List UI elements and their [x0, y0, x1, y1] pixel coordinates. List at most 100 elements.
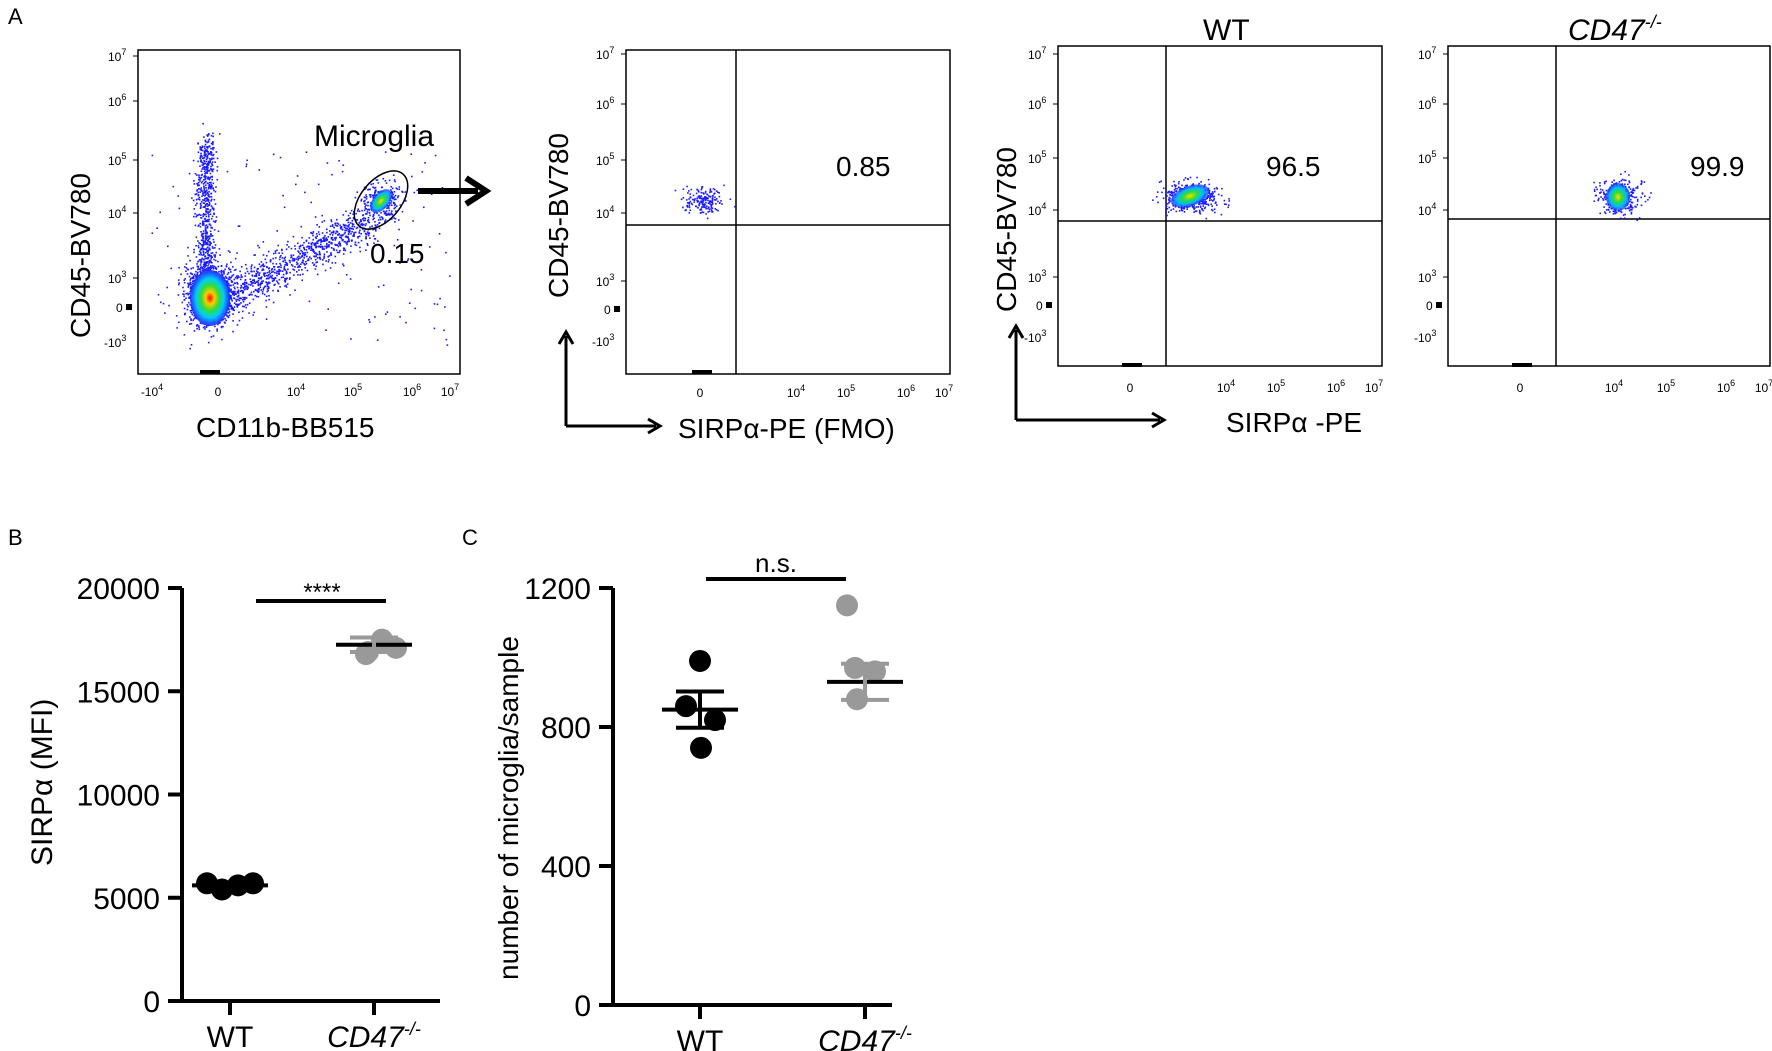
event-dot	[203, 202, 206, 204]
event-dot	[182, 286, 184, 289]
event-dot	[208, 178, 211, 181]
event-dot	[1626, 207, 1629, 210]
event-dot	[258, 290, 260, 292]
event-dot	[374, 224, 377, 226]
event-dot	[202, 270, 204, 272]
event-dot	[212, 135, 214, 138]
event-dot	[1632, 189, 1635, 192]
event-dot	[335, 232, 337, 235]
event-dot	[1209, 193, 1211, 195]
event-dot	[298, 269, 300, 271]
event-dot	[206, 134, 208, 136]
event-dot	[1172, 191, 1175, 194]
event-dot	[704, 199, 707, 202]
event-dot	[234, 282, 237, 285]
event-dot	[272, 289, 274, 292]
event-dot	[358, 231, 361, 233]
event-dot	[266, 283, 268, 286]
event-dot	[713, 193, 715, 195]
event-dot	[1220, 213, 1223, 216]
event-dot	[183, 334, 186, 336]
event-dot	[232, 274, 235, 276]
event-dot	[232, 309, 234, 311]
event-dot	[198, 259, 201, 261]
event-dot	[1630, 206, 1632, 209]
event-dot	[384, 212, 386, 215]
event-dot	[205, 158, 208, 160]
event-dot	[318, 245, 321, 247]
event-dot	[1173, 184, 1176, 186]
event-dot	[205, 224, 208, 226]
event-dot	[283, 206, 286, 209]
event-dot	[315, 242, 318, 244]
event-dot	[344, 236, 347, 238]
event-dot	[1221, 187, 1223, 190]
event-dot	[199, 155, 202, 157]
event-dot	[172, 185, 175, 188]
event-dot	[202, 162, 204, 165]
event-dot	[194, 275, 197, 277]
event-dot	[274, 277, 277, 279]
event-dot	[180, 273, 182, 276]
event-dot	[348, 223, 350, 226]
event-dot	[700, 195, 703, 197]
event-dot	[215, 151, 218, 153]
event-dot	[1629, 195, 1632, 197]
event-dot	[351, 222, 353, 225]
event-dot	[202, 237, 204, 239]
event-dot	[199, 222, 201, 225]
event-dot	[210, 217, 213, 220]
event-dot	[394, 203, 397, 206]
event-dot	[201, 173, 203, 176]
event-dot	[1156, 191, 1159, 193]
event-dot	[342, 223, 345, 226]
event-dot	[330, 219, 332, 221]
event-dot	[298, 245, 301, 248]
event-dot	[293, 259, 296, 262]
event-dot	[306, 251, 308, 254]
event-dot	[251, 281, 253, 284]
event-dot	[349, 217, 351, 219]
event-dot	[307, 245, 309, 248]
x-ticks: 0 104 105 106 107	[697, 383, 954, 400]
event-dot	[214, 267, 217, 269]
event-dot	[203, 213, 205, 215]
event-dot	[201, 180, 204, 183]
event-dot	[193, 330, 196, 332]
event-dot	[1195, 206, 1198, 208]
event-dot	[1203, 202, 1206, 205]
event-dot	[363, 200, 365, 203]
event-dot	[289, 294, 291, 296]
event-dot	[208, 263, 210, 265]
event-dot	[1635, 206, 1637, 208]
event-dot	[384, 219, 387, 221]
event-dot	[390, 212, 393, 214]
event-dot	[356, 210, 359, 212]
event-dot	[1636, 219, 1638, 222]
event-dot	[199, 322, 202, 324]
event-dot	[207, 265, 209, 267]
event-dot	[350, 227, 353, 230]
event-dot	[184, 278, 186, 280]
event-dot	[257, 284, 260, 287]
event-dot	[254, 282, 256, 285]
event-dot	[327, 255, 329, 258]
event-dot	[206, 225, 209, 228]
event-dot	[200, 254, 202, 256]
event-dot	[315, 253, 318, 256]
event-dot	[1640, 180, 1643, 182]
event-dot	[373, 187, 376, 189]
event-dot	[216, 178, 219, 181]
event-dot	[226, 273, 229, 276]
event-dot	[246, 159, 248, 162]
event-dot	[207, 134, 210, 136]
event-dot	[237, 295, 239, 298]
event-dot	[190, 272, 193, 275]
event-dot	[244, 283, 246, 286]
event-dot	[212, 182, 215, 185]
event-dot	[242, 310, 244, 313]
event-dot	[336, 231, 339, 233]
event-dot	[698, 195, 701, 197]
event-dot	[210, 265, 212, 267]
